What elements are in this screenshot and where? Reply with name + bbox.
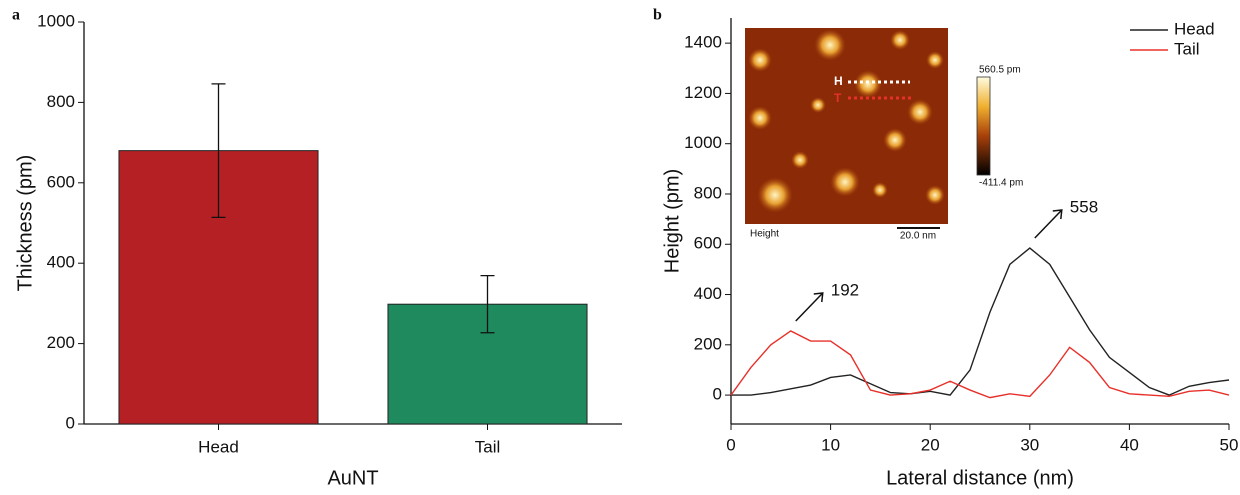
colorbar-max: 560.5 pm: [979, 65, 1021, 76]
scale-bar-label: 20.0 nm: [900, 231, 936, 242]
image-label: Height: [750, 229, 779, 240]
legend-label: Head: [1174, 19, 1215, 38]
y-tick-label: 1400: [684, 33, 722, 52]
colorbar-min: -411.4 pm: [979, 178, 1023, 189]
y-tick-label: 600: [47, 172, 75, 191]
y-tick-label: 0: [713, 385, 722, 404]
legend-label: Tail: [1174, 39, 1200, 58]
panel-label: b: [653, 7, 662, 24]
y-tick-label: 0: [66, 413, 75, 432]
x-tick-label: 30: [1020, 435, 1039, 454]
panel-label: a: [12, 7, 20, 24]
series-line: [731, 248, 1229, 395]
x-tick-label: Head: [198, 437, 239, 456]
colorbar: [977, 77, 990, 175]
x-tick-label: 20: [921, 435, 940, 454]
y-tick-label: 1000: [684, 133, 722, 152]
panel: a 0 200 400 600 800 1000 Thickness (pm) AuNT Head…: [12, 7, 622, 490]
y-tick-label: 1200: [684, 83, 722, 102]
y-axis-label: Height (pm): [661, 169, 683, 273]
x-tick-label: 40: [1120, 435, 1139, 454]
inset: H T Height 20.0 nm 560.5 pm -411.4 pm: [745, 28, 1023, 242]
x-axis-label: Lateral distance (nm): [886, 467, 1074, 489]
figure: H T Height 20.0 nm 560.5 pm -411.4 pm a 0…: [0, 0, 1240, 490]
annotation-arrow: [1035, 210, 1062, 238]
x-tick-label: Tail: [475, 437, 501, 456]
y-tick-label: 800: [694, 183, 722, 202]
y-tick-label: 400: [47, 253, 75, 272]
marker-label: H: [834, 74, 843, 88]
y-tick-label: 400: [694, 284, 722, 303]
annotation-arrow: [796, 293, 823, 321]
annotation: 558: [1070, 198, 1098, 217]
y-axis-label: Thickness (pm): [14, 155, 36, 292]
x-tick-label: 10: [821, 435, 840, 454]
y-tick-label: 1000: [37, 11, 75, 30]
y-tick-label: 200: [47, 333, 75, 352]
y-tick-label: 800: [47, 92, 75, 111]
y-tick-label: 600: [694, 234, 722, 253]
marker-label: T: [834, 91, 842, 105]
x-tick-label: 50: [1220, 435, 1239, 454]
x-tick-label: 0: [726, 435, 735, 454]
x-axis-label: AuNT: [327, 467, 378, 489]
y-tick-label: 200: [694, 334, 722, 353]
annotation: 192: [831, 280, 859, 299]
